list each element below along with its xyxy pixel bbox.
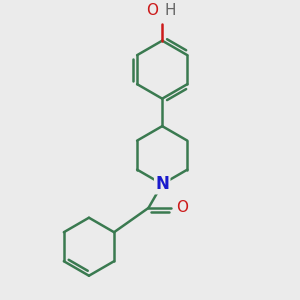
Text: O: O [176,200,188,215]
Text: N: N [155,175,169,193]
Text: O: O [146,3,158,18]
Text: H: H [165,3,176,18]
